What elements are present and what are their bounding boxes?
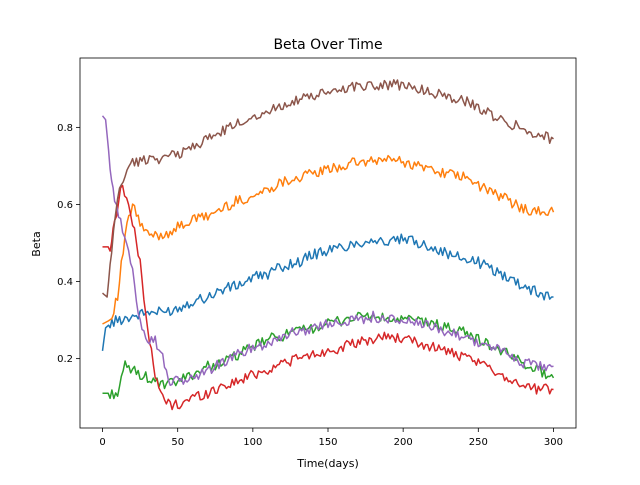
series-line-3 bbox=[102, 311, 555, 400]
x-tick-label-100: 100 bbox=[243, 437, 262, 448]
series-line-2 bbox=[102, 154, 555, 325]
y-tick-label-0.4: 0.4 bbox=[57, 277, 73, 288]
y-tick-label-0.6: 0.6 bbox=[57, 200, 73, 211]
x-tick-label-150: 150 bbox=[318, 437, 337, 448]
x-tick-label-50: 50 bbox=[171, 437, 184, 448]
series-line-4 bbox=[102, 184, 554, 411]
y-tick-label-0.2: 0.2 bbox=[57, 354, 73, 365]
x-tick-label-250: 250 bbox=[469, 437, 488, 448]
chart-title: Beta Over Time bbox=[273, 37, 382, 53]
x-tick-label-300: 300 bbox=[544, 437, 563, 448]
x-tick-label-200: 200 bbox=[394, 437, 413, 448]
series-line-5 bbox=[101, 115, 554, 387]
y-axis-label: Beta bbox=[30, 231, 43, 256]
axes-layer: 0 50 100 150 200 250 300 0.2 0.4 0.6 0.8 bbox=[57, 57, 577, 448]
series-line-6 bbox=[102, 79, 554, 298]
y-tick-label-0.8: 0.8 bbox=[57, 123, 73, 134]
series-line-1 bbox=[101, 233, 554, 351]
series-layer bbox=[101, 79, 555, 411]
x-tick-label-0: 0 bbox=[99, 437, 105, 448]
x-axis-label: Time(days) bbox=[296, 457, 358, 470]
